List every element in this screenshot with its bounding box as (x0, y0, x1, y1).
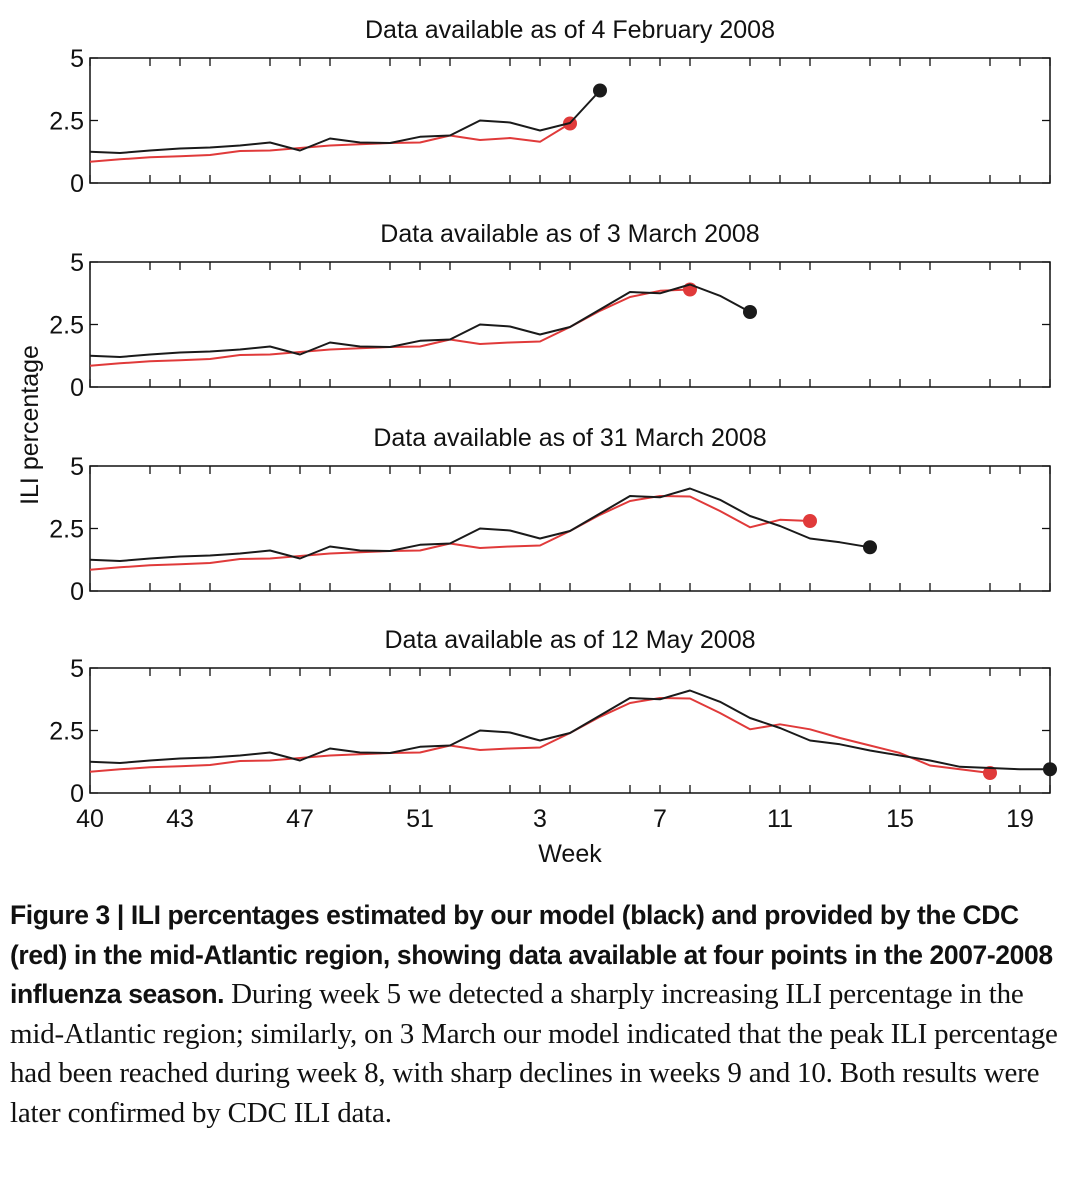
cdc-series-line (89, 288, 691, 367)
x-axis-label: Week (538, 840, 602, 868)
caption-body: During week 5 we detected a sharply incr… (10, 978, 1058, 1129)
chart-panel-1: Data available as of 4 February 2008 0 2.5… (49, 16, 1051, 198)
x-tick-label: 11 (767, 805, 793, 833)
x-tick-label: 51 (406, 805, 434, 833)
panel-title: Data available as of 12 May 2008 (384, 626, 755, 654)
y-tick-label: 5 (70, 453, 84, 481)
plot-frame (89, 465, 1051, 592)
y-tick-label: 5 (70, 45, 84, 73)
y-tick-label: 2.5 (49, 718, 84, 746)
model-series-line (89, 89, 601, 154)
cdc-latest-point (803, 514, 817, 528)
y-tick-label: 5 (70, 655, 84, 683)
x-tick-label: 15 (886, 805, 914, 833)
y-tick-label: 0 (70, 578, 84, 606)
panel-title: Data available as of 3 March 2008 (380, 220, 759, 248)
cdc-latest-point (983, 766, 997, 780)
cdc-series-line (89, 495, 811, 571)
model-series-line (89, 283, 751, 358)
model-latest-point (863, 540, 877, 555)
chart-panel-4: Data available as of 12 May 2008 0 2.5 5 40 4… (49, 626, 1057, 833)
model-latest-point (1043, 762, 1057, 777)
panel-title: Data available as of 4 February 2008 (365, 16, 775, 44)
model-latest-point (593, 83, 607, 98)
chart-panel-2: Data available as of 3 March 2008 0 2.5 5 (49, 220, 1051, 402)
x-tick-label: 7 (653, 805, 667, 833)
y-tick-label: 2.5 (49, 312, 84, 340)
x-tick-label: 47 (286, 805, 314, 833)
y-tick-label: 0 (70, 780, 84, 808)
plot-frame (89, 261, 1051, 388)
x-tick-label: 19 (1006, 805, 1034, 833)
y-tick-label: 2.5 (49, 108, 84, 136)
caption-bold: Figure 3 | ILI percentages estimated by … (10, 900, 1053, 1009)
y-tick-label: 5 (70, 249, 84, 277)
plot-frame (89, 667, 1051, 794)
y-tick-label: 0 (70, 170, 84, 198)
chart-panel-3: Data available as of 31 March 2008 0 2.5 5 (49, 424, 1051, 606)
x-tick-label: 3 (533, 805, 547, 833)
x-tick-label: 43 (166, 805, 194, 833)
x-tick-label: 40 (76, 805, 104, 833)
figure-panels: ILI percentage Week Data available as of… (16, 16, 1057, 868)
model-series-line (89, 689, 1050, 771)
panel-title: Data available as of 31 March 2008 (373, 424, 766, 452)
model-latest-point (743, 305, 757, 319)
model-series-line (89, 487, 871, 562)
y-tick-label: 0 (70, 374, 84, 402)
y-axis-label: ILI percentage (16, 345, 44, 505)
cdc-series-line (89, 697, 991, 774)
figure-caption: Figure 3 | ILI percentages estimated by … (10, 896, 1066, 1133)
y-tick-label: 2.5 (49, 516, 84, 544)
cdc-series-line (89, 122, 571, 163)
